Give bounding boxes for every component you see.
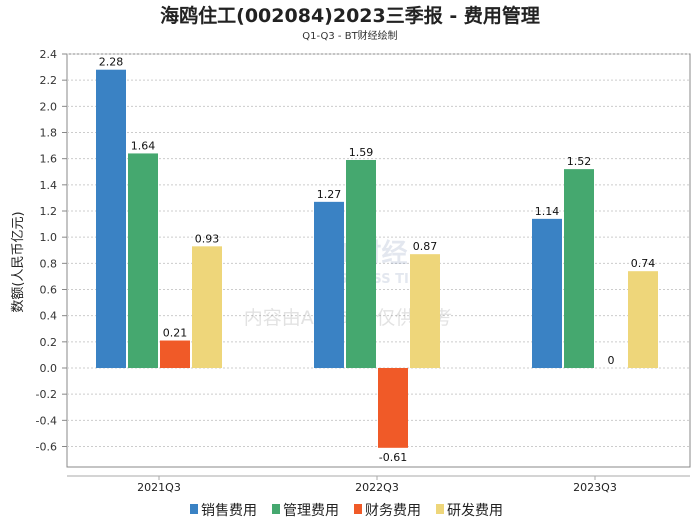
bar: [378, 368, 408, 448]
y-tick-label: 0.0: [40, 362, 58, 375]
data-label: 1.14: [535, 205, 560, 218]
y-tick-label: 2.0: [40, 100, 58, 113]
y-tick-label: -0.6: [36, 441, 57, 454]
y-tick-label: -0.4: [36, 414, 57, 427]
y-tick-label: 0.6: [40, 284, 58, 297]
bar: [410, 254, 440, 368]
bar: [160, 340, 190, 368]
legend-swatch: [190, 504, 198, 514]
legend-swatch: [354, 504, 362, 514]
bar: [96, 69, 126, 368]
y-tick-label: 1.6: [40, 153, 58, 166]
bar: [564, 169, 594, 368]
legend-label[interactable]: 管理费用: [283, 503, 339, 519]
y-tick-label: 1.0: [40, 231, 58, 244]
data-label: -0.61: [379, 451, 407, 464]
y-tick-label: 2.2: [40, 74, 58, 87]
bar: [532, 218, 562, 368]
plot-area: [66, 53, 691, 468]
data-label: 0.87: [413, 240, 438, 253]
chart-subtitle: Q1-Q3 - BT财经绘制: [302, 29, 397, 42]
x-tick-label: 2022Q3: [355, 481, 399, 494]
data-label: 0.21: [163, 327, 188, 340]
bar: [192, 246, 222, 368]
y-tick-label: 2.4: [40, 48, 58, 61]
y-axis-label: 数额(人民币亿元): [11, 211, 26, 312]
data-label: 1.59: [349, 146, 374, 159]
data-label: 1.27: [317, 188, 342, 201]
data-label: 1.64: [131, 139, 156, 152]
y-tick-label: 0.2: [40, 336, 58, 349]
bar: [314, 201, 344, 368]
y-tick-label: 1.2: [40, 205, 58, 218]
data-label: 1.52: [567, 155, 592, 168]
data-label: 0.74: [631, 257, 656, 270]
y-tick-label: 0.4: [40, 310, 58, 323]
legend-swatch: [272, 504, 280, 514]
y-tick-label: 0.8: [40, 257, 58, 270]
y-tick-label: 1.4: [40, 179, 58, 192]
bar: [346, 159, 376, 368]
y-tick-label: 1.8: [40, 127, 58, 140]
legend-label[interactable]: 财务费用: [365, 503, 421, 519]
legend-label[interactable]: 销售费用: [201, 503, 257, 519]
data-label: 0.93: [195, 232, 220, 245]
x-tick-label: 2023Q3: [573, 481, 617, 494]
data-label: 0: [608, 354, 615, 367]
y-tick-label: -0.2: [36, 388, 57, 401]
bar: [128, 153, 158, 368]
x-tick-label: 2021Q3: [137, 481, 181, 494]
legend-label[interactable]: 研发费用: [447, 503, 503, 519]
bar: [628, 271, 658, 368]
chart-title: 海鸥住工(002084)2023三季报 - 费用管理: [160, 4, 540, 27]
legend-swatch: [436, 504, 444, 514]
data-label: 2.28: [99, 56, 124, 69]
